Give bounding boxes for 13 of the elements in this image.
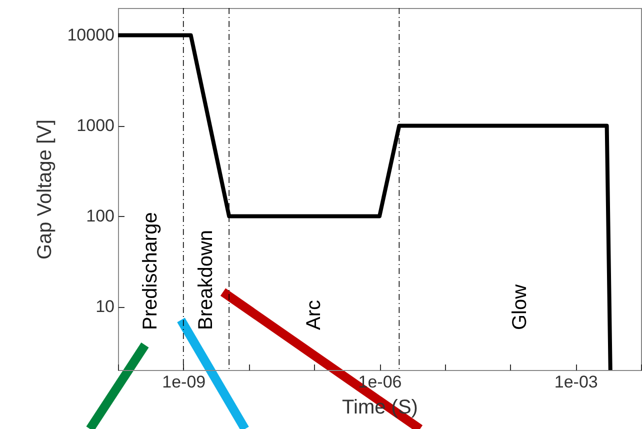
- x-tick-label: 1e-09: [162, 372, 206, 392]
- y-axis-title: Gap Voltage [V]: [34, 119, 56, 260]
- x-tick-label: 1e-06: [358, 372, 402, 392]
- annotation: Predischarge: [140, 212, 162, 330]
- y-tick-label: 10: [96, 297, 114, 316]
- y-tick-label: 10000: [67, 26, 114, 45]
- annotation: Breakdown: [195, 230, 218, 330]
- y-tick-label: 100: [86, 206, 114, 226]
- x-axis-title: Time (S): [342, 396, 418, 418]
- annotation: Glow: [509, 284, 532, 330]
- y-tick-label: 1000: [76, 116, 114, 136]
- annotation: Arc: [303, 300, 326, 330]
- x-tick-label: 1e-03: [554, 372, 598, 392]
